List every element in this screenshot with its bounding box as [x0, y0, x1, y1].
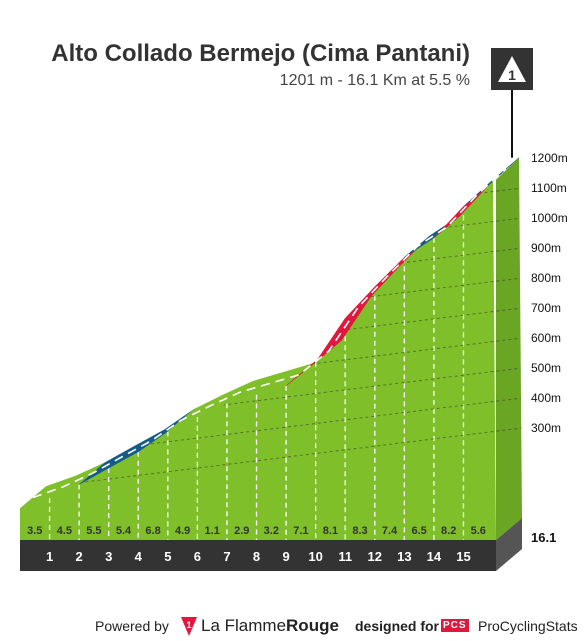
km-marker-label: 14 [427, 549, 442, 564]
designed-for-label: designed for [355, 618, 440, 634]
gradient-label: 1.1 [205, 525, 220, 537]
gradient-label: 2.9 [234, 525, 249, 537]
gradient-label: 6.5 [411, 525, 426, 537]
powered-by-label: Powered by [95, 618, 169, 634]
page-title: Alto Collado Bermejo (Cima Pantani) [51, 40, 470, 67]
elevation-tick-label: 1100m [531, 181, 567, 195]
km-marker-label: 9 [282, 549, 289, 564]
gradient-label: 8.3 [352, 525, 367, 537]
route-centerline [32, 168, 507, 499]
km-marker-label: 15 [456, 549, 470, 564]
elevation-gridline [20, 157, 522, 221]
elevation-tick-label: 600m [531, 331, 561, 345]
gradient-label: 5.6 [471, 525, 486, 537]
gradient-label: 7.4 [382, 525, 398, 537]
km-marker-label: 3 [105, 549, 112, 564]
brand-suffix: Rouge [286, 616, 339, 635]
km-marker-label: 10 [308, 549, 322, 564]
km-marker-label: 2 [76, 549, 83, 564]
brand-prefix: La Flamme [201, 616, 287, 635]
profile-end-face [496, 157, 522, 540]
flame-rouge-icon-digit: 1 [186, 620, 191, 630]
km-marker-label: 8 [253, 549, 260, 564]
summit-category-label: 1 [508, 67, 516, 83]
gradient-label: 3.5 [27, 525, 42, 537]
elevation-gridline [20, 427, 522, 491]
elevation-tick-label: 400m [531, 391, 561, 405]
km-marker-label: 11 [338, 549, 352, 564]
gradient-label: 5.5 [86, 525, 101, 537]
gradient-label: 5.4 [116, 525, 132, 537]
pcs-logo: PCS [441, 619, 469, 632]
km-marker-label: 7 [223, 549, 230, 564]
profile-base-front [20, 540, 496, 571]
elevation-profile-chart: 300m400m500m600m700m800m900m1000m1100m12… [19, 48, 568, 571]
mountain-icon [498, 56, 526, 82]
elevation-tick-label: 900m [531, 241, 561, 255]
profile-base-side [496, 518, 522, 571]
gradient-label: 7.1 [293, 525, 308, 537]
km-marker-label: 13 [397, 549, 411, 564]
elevation-tick-label: 300m [531, 421, 561, 435]
procyclingstats-link[interactable]: ProCyclingStats [478, 618, 578, 634]
elevation-tick-label: 1000m [531, 211, 568, 225]
elevation-tick-label: 700m [531, 301, 561, 315]
km-marker-label: 5 [164, 549, 171, 564]
profile-terrain-face [20, 179, 496, 540]
climb-summary: 1201 m - 16.1 Km at 5.5 % [279, 72, 470, 89]
km-marker-label: 12 [368, 549, 382, 564]
elevation-tick-label: 800m [531, 271, 561, 285]
end-distance-label: 16.1 [531, 530, 556, 545]
la-flamme-rouge-link[interactable]: La FlammeRouge [201, 616, 339, 636]
gradient-label: 4.5 [57, 525, 72, 537]
footer: Powered by 1 La FlammeRouge designed for… [0, 610, 585, 640]
gradient-label: 8.1 [323, 525, 338, 537]
gradient-label: 3.2 [264, 525, 279, 537]
gradient-label: 4.9 [175, 525, 190, 537]
elevation-tick-label: 1200m [531, 151, 568, 165]
elevation-tick-label: 500m [531, 361, 561, 375]
flame-rouge-icon: 1 [181, 617, 197, 636]
km-marker-label: 6 [194, 549, 201, 564]
km-marker-label: 1 [46, 549, 53, 564]
gradient-label: 6.8 [145, 525, 160, 537]
gradient-label: 8.2 [441, 525, 456, 537]
km-marker-label: 4 [135, 549, 143, 564]
